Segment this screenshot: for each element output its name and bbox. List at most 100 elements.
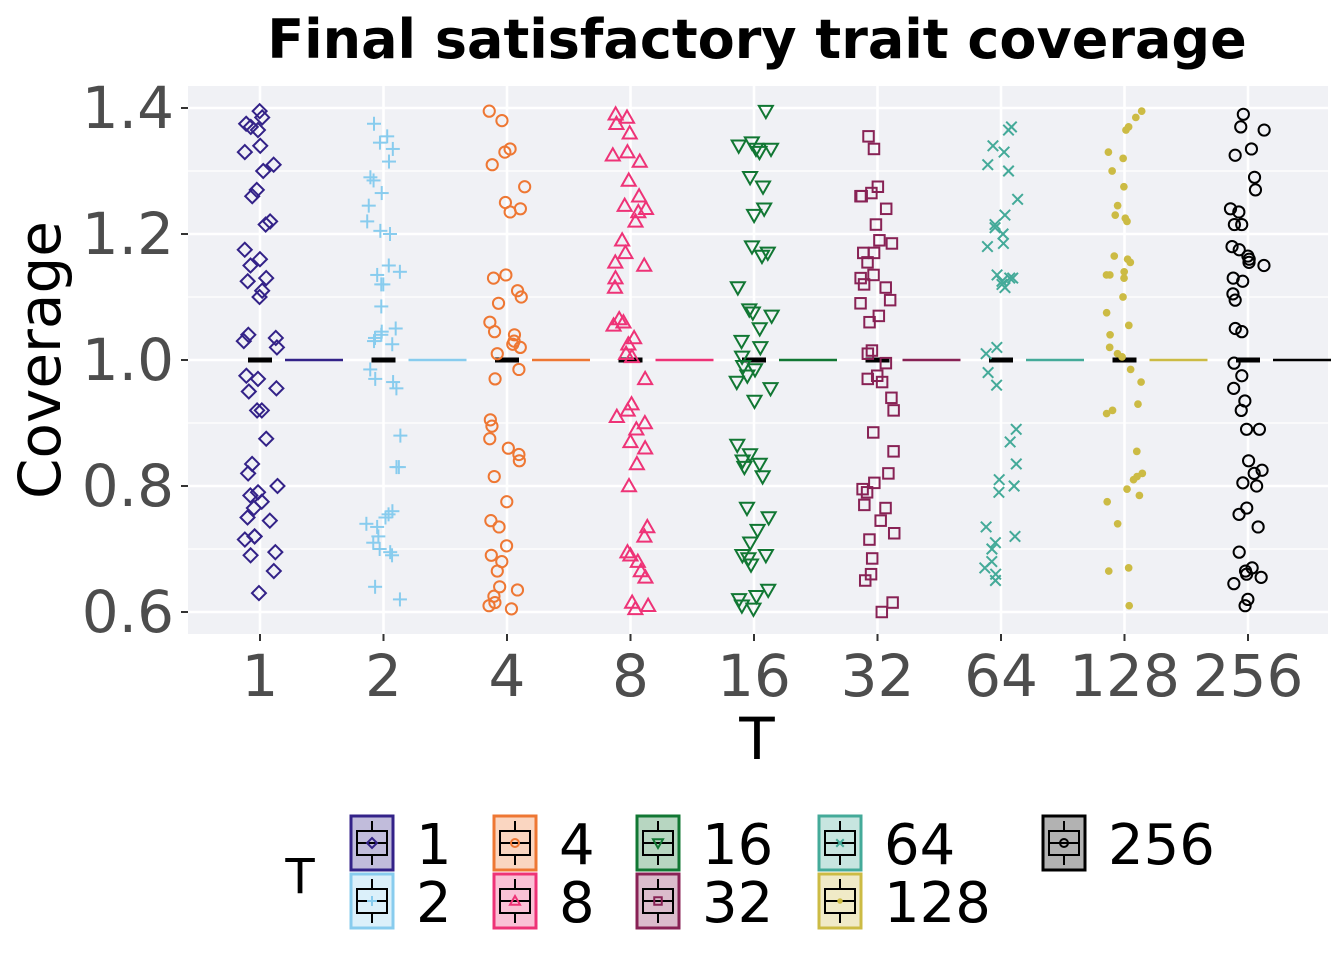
point-8 [627,420,646,436]
legend-label-16: 16 [702,813,773,878]
point-32 [885,237,899,250]
point-16 [741,536,759,552]
legend-key-64 [817,814,863,872]
point-8 [636,568,655,584]
point-256 [1232,243,1246,257]
point-1 [266,543,284,561]
point-1 [253,401,271,419]
point-2 [385,141,400,156]
legend-label-64: 64 [884,813,955,878]
point-4 [484,548,498,562]
point-2 [381,258,396,273]
point-8 [606,278,624,294]
point-32 [865,552,879,565]
point-8 [623,347,641,364]
x-tick-label: 16 [717,642,791,710]
point-4 [487,469,501,484]
point-32 [857,278,871,291]
point-2 [368,579,383,594]
point-8 [618,143,637,159]
point-256 [1235,217,1249,232]
point-32 [867,268,880,282]
point-1 [261,512,279,530]
x-axis-label: T [738,705,775,773]
point-64 [980,347,993,360]
legend-key-32 [635,872,681,930]
point-16 [757,549,775,565]
point-32 [861,347,875,360]
point-4 [500,495,514,509]
point-1 [248,401,266,419]
legend-label-8: 8 [559,871,595,936]
legend-key-16 [635,814,681,872]
point-4 [487,325,502,339]
point-16 [762,142,780,158]
y-tick-label: 1.2 [82,200,174,268]
point-32 [861,372,875,386]
point-1 [246,527,264,545]
point-256 [1257,123,1271,137]
point-1 [240,383,258,400]
point-8 [620,171,638,187]
point-32 [879,356,893,370]
point-2 [385,337,400,352]
point-256 [1234,120,1248,134]
point-256 [1236,274,1250,288]
point-32 [885,391,898,405]
point-2 [374,186,389,201]
point-1 [237,367,255,385]
point-1 [243,187,261,205]
point-16 [761,382,780,398]
point-256 [1247,170,1262,184]
point-2 [376,277,391,292]
point-4 [504,602,519,616]
point-2 [392,592,407,607]
point-256 [1228,293,1242,307]
point-128 [1131,113,1140,122]
point-1 [251,288,268,306]
point-256 [1257,258,1271,273]
point-32 [858,574,872,587]
point-128 [1119,154,1128,163]
point-4 [512,447,526,462]
point-2 [368,371,383,386]
legend-key-2 [349,872,395,930]
point-16 [757,104,775,121]
legend-key-marker [510,838,520,848]
point-256 [1223,202,1238,216]
point-16 [733,350,751,366]
point-256 [1227,217,1241,232]
point-128 [1124,321,1133,330]
point-1 [245,499,263,517]
point-8 [614,313,633,329]
y-tick-label: 0.6 [82,578,174,646]
point-256 [1239,422,1254,436]
point-32 [873,234,886,247]
point-128 [1123,217,1131,226]
point-32 [855,189,868,203]
point-16 [740,303,759,319]
point-256 [1241,592,1255,607]
point-2 [389,381,404,396]
point-128 [1102,308,1111,317]
point-64 [986,139,999,152]
point-128 [1103,497,1112,506]
point-32 [887,404,900,417]
point-128 [1122,126,1130,134]
legend-key-marker [835,838,845,848]
point-256 [1235,325,1249,339]
y-tick-label: 0.8 [82,452,174,520]
point-64 [1010,457,1023,470]
point-64 [1008,480,1021,492]
point-128 [1120,274,1128,282]
point-8 [632,562,650,578]
point-256 [1225,240,1239,254]
point-8 [620,124,639,140]
point-32 [869,218,883,231]
legend-label-1: 1 [416,813,452,878]
point-1 [253,109,271,126]
point-4 [514,290,528,304]
point-128 [1123,485,1131,493]
point-16 [759,246,777,262]
point-1 [248,181,266,199]
